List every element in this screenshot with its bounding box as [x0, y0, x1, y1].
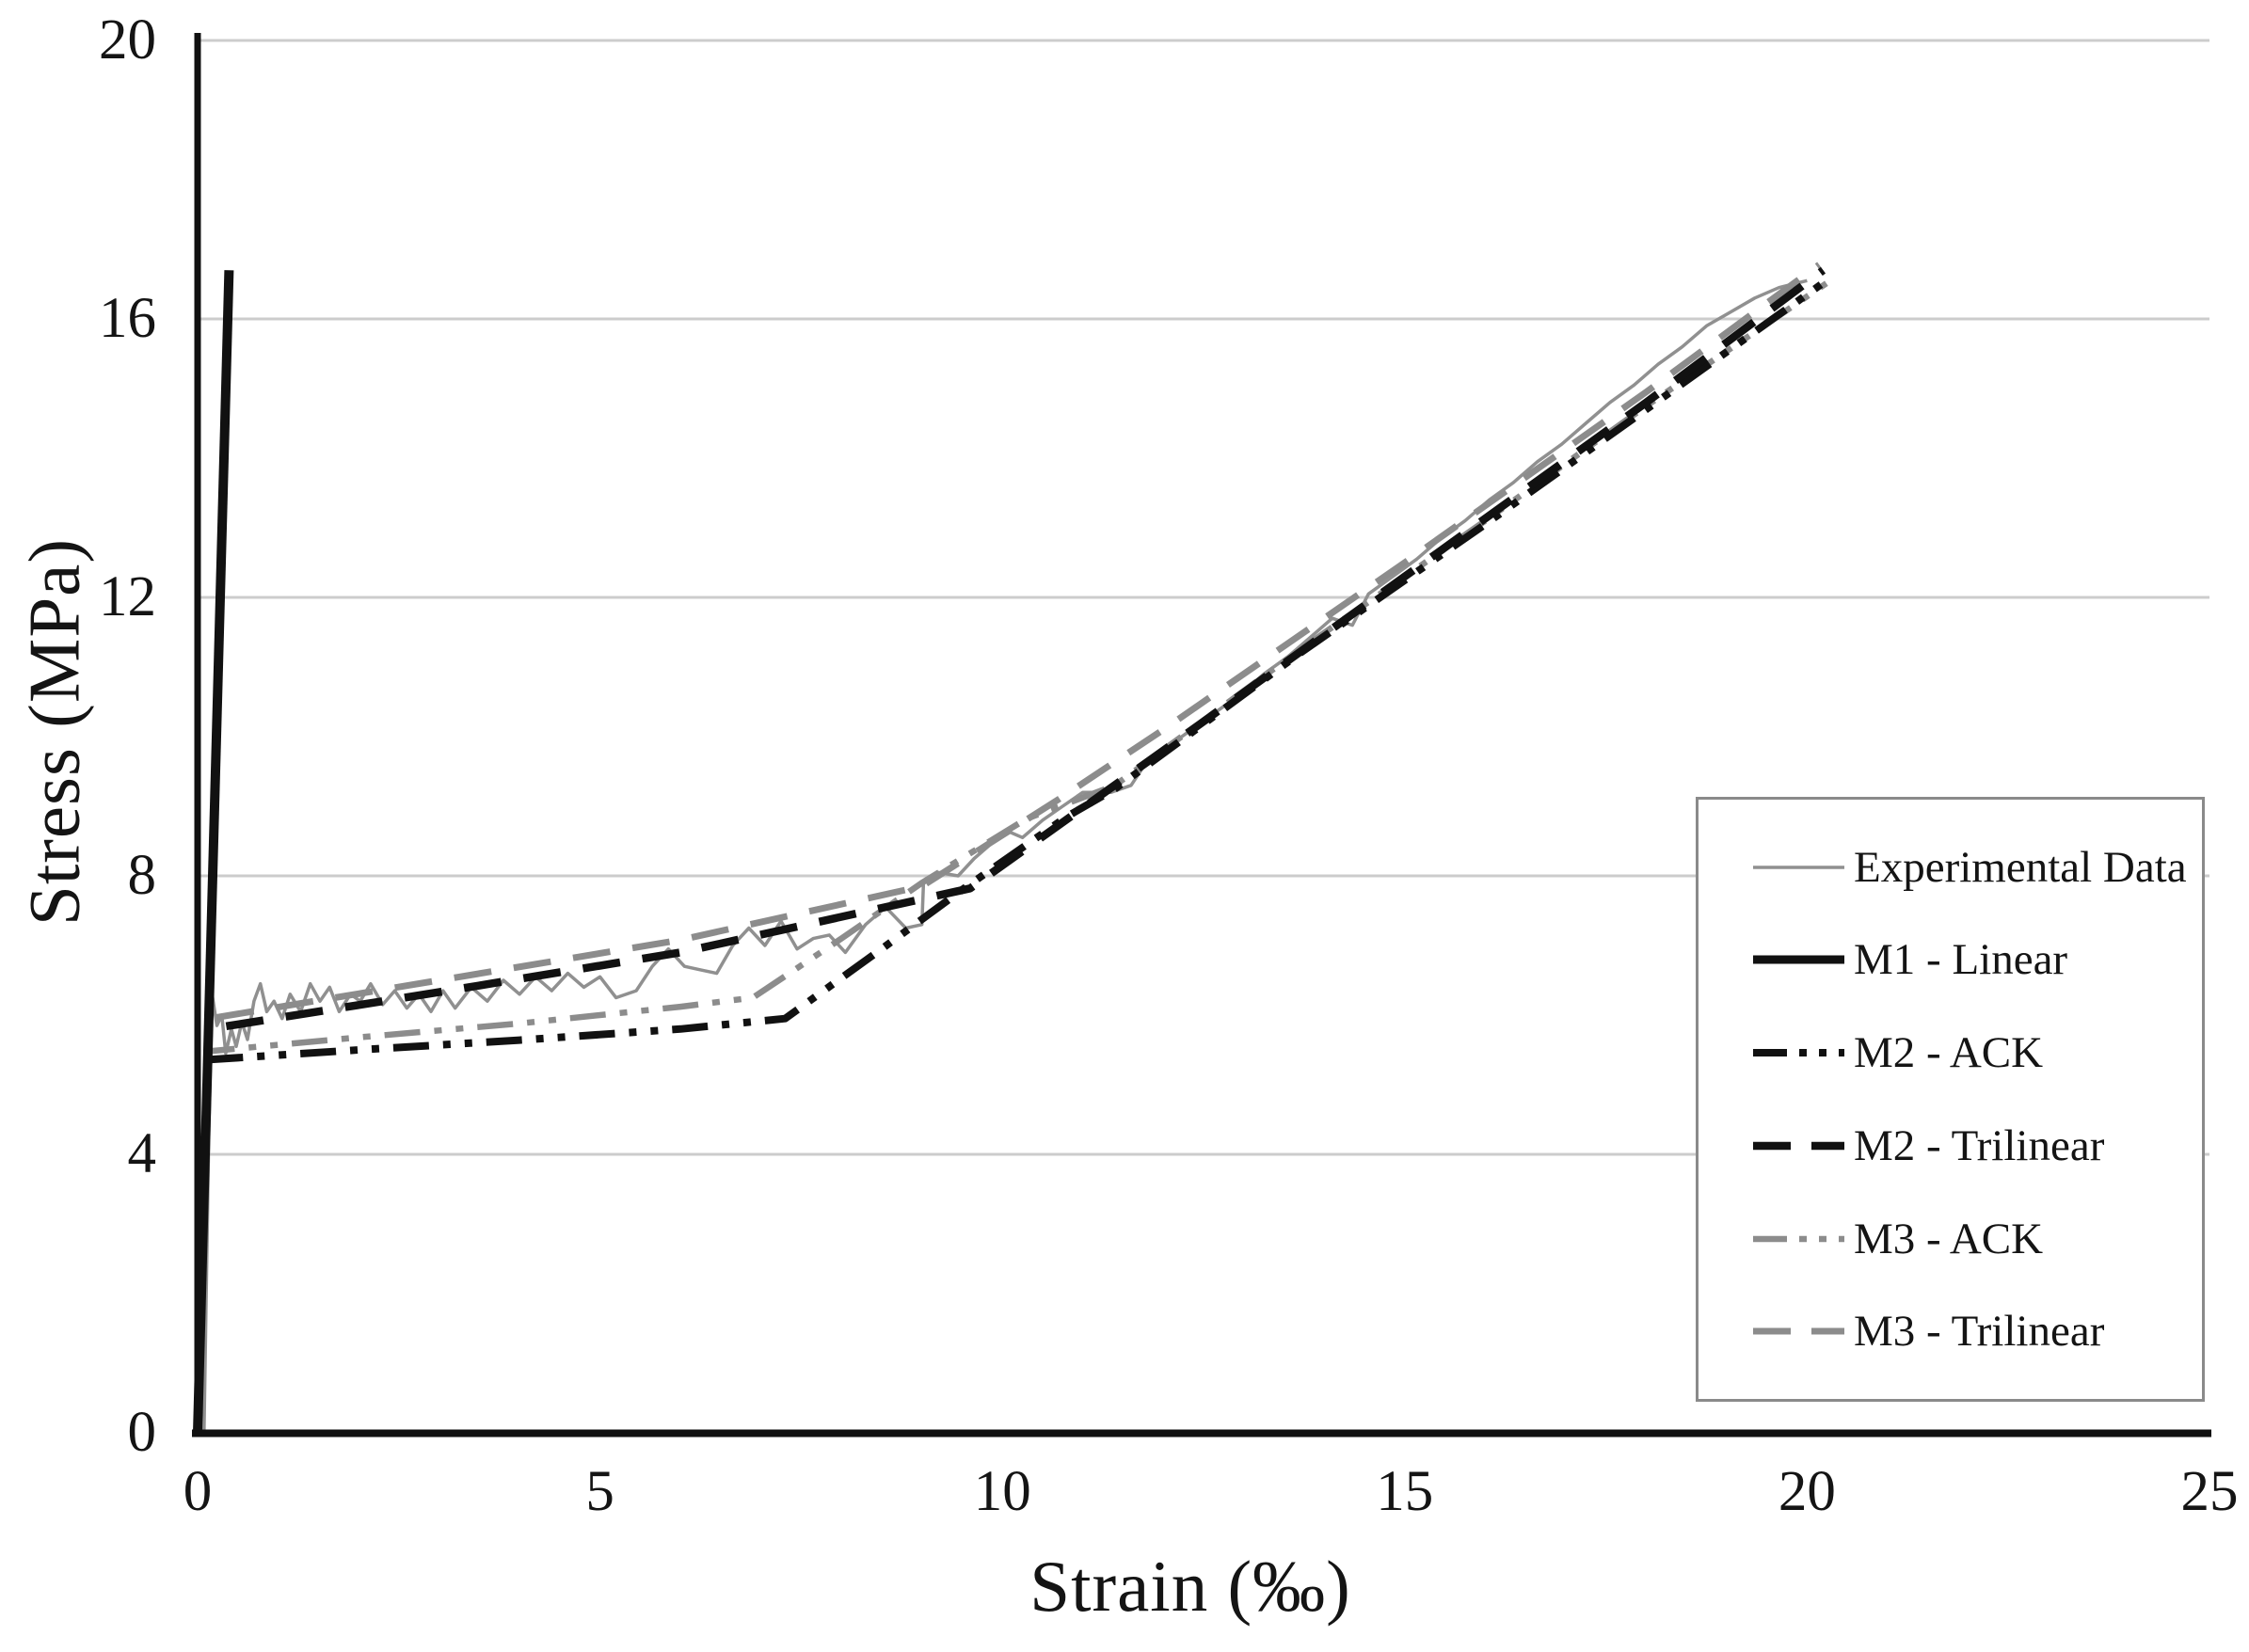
x-tick-label-0: 0: [183, 1460, 213, 1523]
legend-label: M3 - Trilinear: [1854, 1307, 2105, 1357]
y-tick-label-0: 0: [127, 1401, 157, 1464]
series-line-m2-trilinear: [193, 266, 1826, 1434]
x-tick-label-10: 10: [973, 1460, 1031, 1523]
y-tick-label-4: 4: [127, 1122, 157, 1185]
x-tick-label-15: 15: [1376, 1460, 1434, 1523]
x-tick-label-5: 5: [585, 1460, 614, 1523]
legend-sample-line: [1753, 1327, 1844, 1335]
legend-item-m1-linear: M1 - Linear: [1699, 934, 2202, 985]
legend-item-m2-ack: M2 - ACK: [1699, 1027, 2202, 1078]
legend-item-m2-trilinear: M2 - Trilinear: [1699, 1120, 2202, 1171]
y-tick-label-16: 16: [99, 287, 156, 350]
legend-label: M2 - Trilinear: [1854, 1120, 2105, 1170]
legend-label: M3 - ACK: [1854, 1214, 2044, 1263]
legend-item-experimental-data: Experimental Data: [1699, 842, 2202, 893]
y-tick-label-12: 12: [99, 565, 156, 628]
y-tick-label-20: 20: [99, 8, 156, 71]
legend-label: M2 - ACK: [1854, 1028, 2044, 1078]
series-line-m1-linear: [193, 270, 234, 1434]
y-axis-title: Stress (MPa): [13, 538, 95, 926]
x-tick-label-25: 25: [2180, 1460, 2239, 1523]
legend-box: Experimental Data M1 - Linear M2 - ACK M2 -…: [1696, 797, 2205, 1402]
x-axis-title: Strain (‰): [1029, 1546, 1351, 1627]
legend-sample-line: [1753, 1049, 1844, 1057]
legend-sample-line: [1753, 1141, 1844, 1151]
legend-sample-line: [1753, 865, 1844, 869]
series-line-m2-ack: [194, 274, 1834, 1434]
y-tick-label-8: 8: [127, 844, 157, 907]
legend-item-m3-trilinear: M3 - Trilinear: [1699, 1306, 2202, 1357]
legend-sample-line: [1753, 955, 1844, 964]
legend-label: Experimental Data: [1854, 842, 2187, 892]
legend-sample-line: [1753, 1235, 1844, 1242]
x-tick-label-20: 20: [1778, 1460, 1836, 1523]
series-line-m3-ack: [194, 279, 1829, 1434]
legend-item-m3-ack: M3 - ACK: [1699, 1214, 2202, 1264]
series-line-m3-trilinear: [194, 262, 1822, 1434]
legend-label: M1 - Linear: [1854, 935, 2068, 985]
